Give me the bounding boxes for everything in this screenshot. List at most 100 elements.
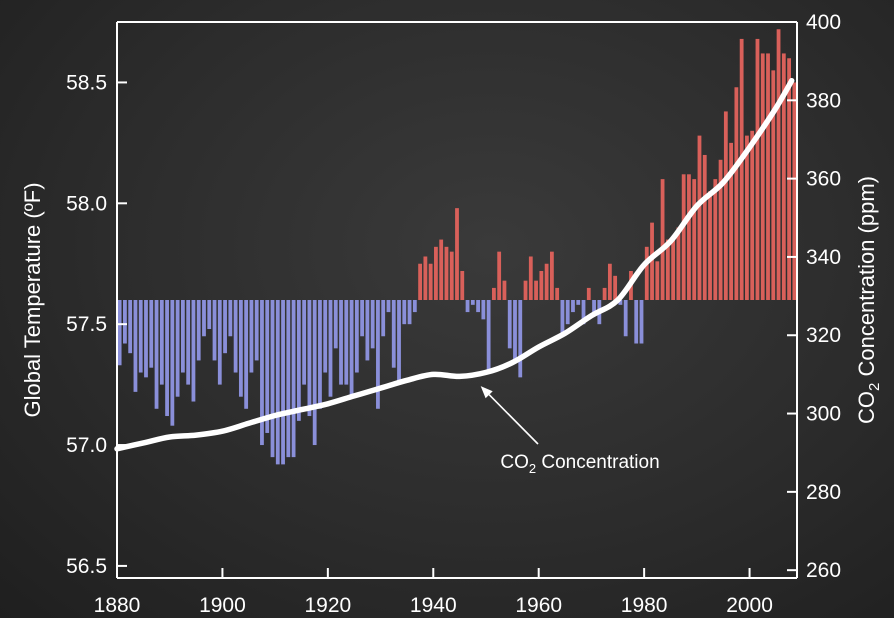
y-tick-label-right-320: 320 [806, 324, 841, 347]
temperature-bar-1905 [249, 300, 254, 373]
temperature-bar-1991 [702, 154, 707, 300]
temperature-bar-1901 [228, 300, 233, 337]
temperature-bar-1931 [386, 300, 391, 313]
temperature-bar-1986 [676, 227, 681, 300]
y-axis-title-right: CO2 Concentration (ppm) [854, 176, 883, 424]
co2-concentration-line [114, 77, 795, 452]
temperature-bar-1885 [144, 300, 148, 378]
y-axis-title-right-rest: Concentration (ppm) [854, 176, 879, 383]
annotation-arrow-head [480, 386, 493, 399]
temperature-bar-1944 [455, 208, 459, 300]
temperature-bar-1960 [539, 270, 544, 300]
y-tick-label-left-1: 57.0 [66, 434, 107, 457]
temperature-bar-1909 [270, 300, 275, 458]
temperature-bar-1952 [497, 251, 502, 300]
temperature-bar-1927 [365, 300, 370, 361]
temperature-bar-1983 [660, 179, 665, 300]
temperature-bar-1970 [592, 300, 596, 313]
temperature-bar-1965 [565, 300, 570, 325]
temperature-bar-1898 [212, 300, 217, 361]
temperature-bar-1884 [138, 300, 143, 373]
temperature-bar-1924 [349, 300, 354, 397]
y-axis-title-right-main: CO [854, 391, 879, 424]
temperature-bar-1918 [318, 300, 322, 409]
temperature-bar-1925 [354, 300, 359, 373]
x-tick-label-1940: 1940 [410, 594, 457, 617]
temperature-bar-1908 [265, 300, 270, 433]
temperature-bar-1963 [555, 287, 560, 300]
temperature-bar-1978 [634, 300, 639, 344]
temperature-bar-1954 [507, 300, 512, 349]
temperature-bar-1929 [376, 300, 380, 409]
temperature-bar-2004 [771, 70, 776, 300]
temperature-bar-1992 [708, 191, 712, 300]
temperature-bar-1974 [613, 275, 618, 300]
temperature-bar-1895 [196, 300, 201, 361]
temperature-bar-1968 [581, 300, 586, 325]
x-tick-label-1980: 1980 [621, 594, 668, 617]
temperature-bar-1920 [328, 300, 333, 397]
temperature-bar-1998 [739, 38, 744, 301]
temperature-bar-1958 [528, 256, 533, 300]
tick-labels: 1880 1900 1920 1940 1960 1980 2000 56.5 57.0 57.5… [66, 11, 841, 617]
temperature-bar-1988 [687, 174, 691, 300]
temperature-bar-1995 [723, 111, 728, 300]
annotation-label-subscript: 2 [529, 461, 536, 476]
annotation-label: CO2 Concentration [500, 452, 659, 476]
temperature-bar-1897 [207, 300, 212, 330]
temperature-bar-1910 [275, 300, 280, 465]
temperature-bar-1962 [549, 251, 554, 300]
temperature-bar-1917 [312, 300, 317, 446]
temperature-bar-1923 [344, 300, 349, 385]
temperature-bar-1926 [360, 300, 365, 337]
temperature-bar-1948 [476, 300, 480, 313]
temperature-bar-1997 [734, 87, 739, 301]
y-tick-label-right-360: 360 [806, 168, 841, 191]
temperature-bar-1972 [602, 287, 607, 300]
temperature-bar-1890 [170, 300, 175, 426]
y-tick-label-right-400: 400 [806, 11, 841, 34]
temperature-bar-1893 [186, 300, 191, 385]
y-tick-label-right-280: 280 [806, 481, 841, 504]
temperature-bar-1899 [217, 300, 222, 385]
temperature-bar-1887 [154, 300, 159, 409]
temperature-bar-1979 [639, 300, 644, 344]
temperature-bar-1919 [323, 300, 328, 373]
temperature-bar-1906 [254, 300, 259, 361]
annotation-arrow-line [488, 394, 539, 445]
temperature-bar-1882 [128, 300, 133, 354]
temperature-bar-2000 [750, 130, 755, 300]
temperature-bar-1999 [745, 135, 749, 300]
temperature-bar-1936 [412, 300, 417, 313]
temperature-bar-1888 [159, 300, 164, 385]
temperature-bar-1900 [223, 300, 227, 354]
temperature-bar-1903 [238, 300, 243, 397]
x-tick-label-1960: 1960 [515, 594, 562, 617]
y-tick-label-left-0: 56.5 [66, 555, 107, 578]
temperature-bar-1966 [571, 300, 575, 313]
temperature-bar-1892 [180, 300, 185, 373]
bar-series [117, 29, 797, 465]
temperature-bar-1959 [534, 280, 538, 300]
temperature-bar-1913 [291, 300, 296, 458]
temperature-bar-1973 [607, 263, 612, 300]
temperature-bar-1943 [449, 251, 454, 300]
x-tick-label-1920: 1920 [304, 594, 351, 617]
temperature-bar-1996 [729, 142, 734, 300]
temperature-bar-1989 [692, 179, 697, 300]
temperature-bar-1984 [665, 239, 670, 300]
temperature-bar-1981 [650, 222, 654, 300]
temperature-bar-1941 [439, 239, 444, 300]
x-tick-label-1900: 1900 [199, 594, 246, 617]
annotation-label-main: CO [500, 452, 529, 473]
temperature-bar-1987 [681, 174, 686, 300]
co2-line-series [114, 77, 795, 452]
temperature-bar-1883 [133, 300, 138, 392]
temperature-bar-1950 [486, 300, 491, 373]
temperature-bar-1940 [434, 246, 438, 300]
temperature-bar-1933 [397, 300, 401, 385]
temperature-bar-1894 [191, 300, 196, 402]
x-tick-label-2000: 2000 [726, 594, 773, 617]
temperature-bar-1932 [391, 300, 396, 368]
